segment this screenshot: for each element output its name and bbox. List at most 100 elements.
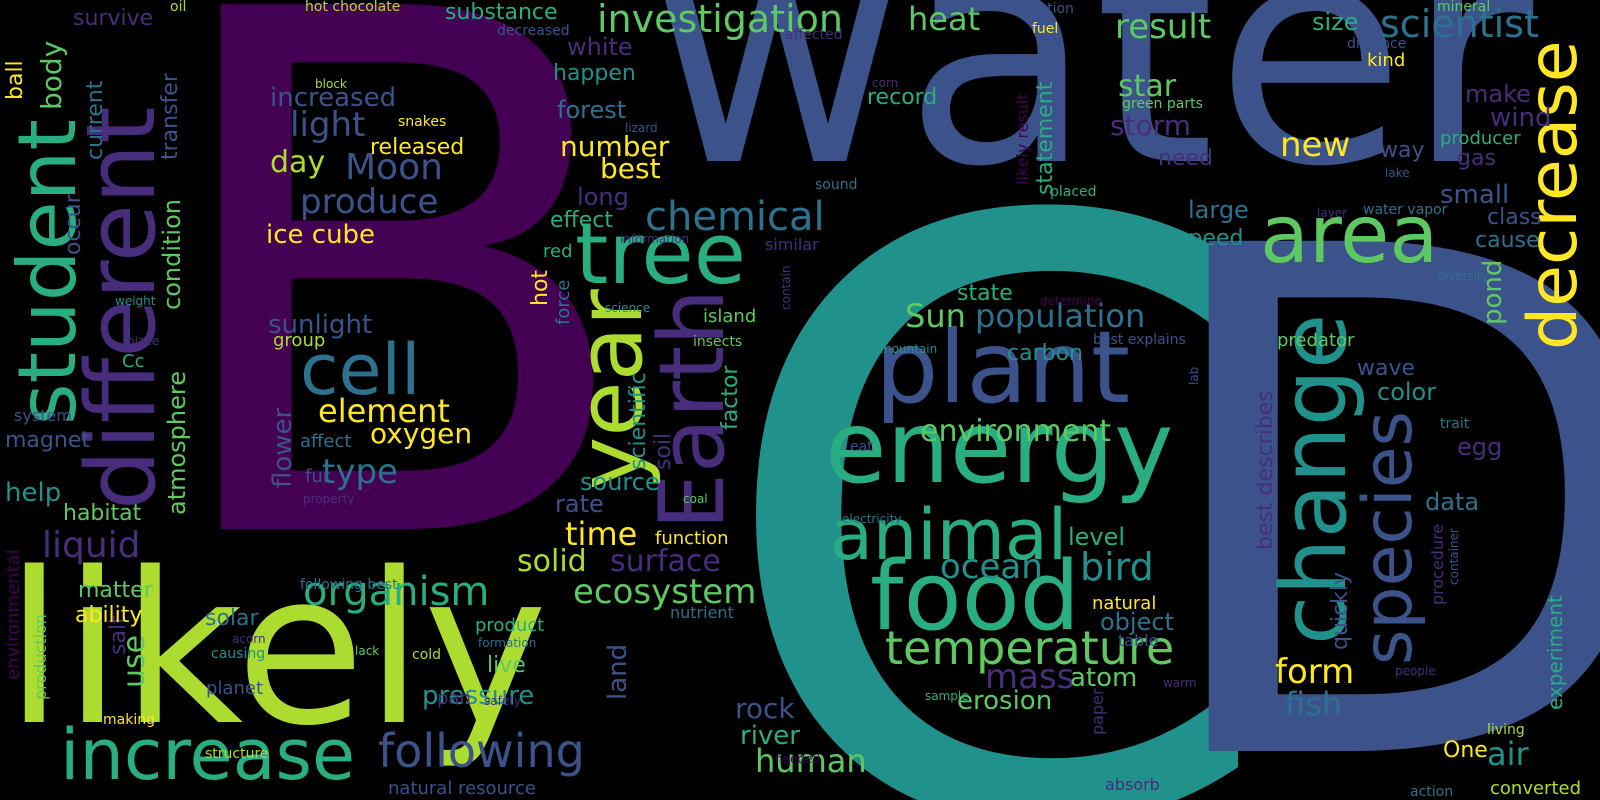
word-forest: forest [557,96,627,124]
word-snakes: snakes [398,114,447,130]
word-speed: speed [1177,226,1244,251]
word-needed: needed [775,752,820,766]
word-result: result [1115,7,1212,47]
word-sunlight: sunlight [268,310,373,340]
word-ice-cube: ice cube [266,220,376,250]
word-fuel: fuel [1032,21,1059,37]
word-following-best: following best [300,577,398,593]
word-source: source [580,468,660,496]
word-causing: causing [211,646,266,662]
word-scientific: scientific [626,372,651,470]
word-product: product [475,615,545,636]
word-kind: kind [1367,50,1406,71]
word-land: land [603,643,633,700]
word-corn: corn [872,76,899,90]
word-fish: fish [1285,685,1343,723]
word-food: food [870,542,1080,652]
word-water: water [650,0,1534,235]
word-surface: surface [610,544,721,579]
word-day: day [270,145,326,180]
word-electricity: electricity [842,512,902,526]
word-species: species [1349,411,1428,665]
word-cold: cold [412,647,442,663]
word-chemical: chemical [645,194,825,240]
word-mountain: mountain [880,342,938,356]
word-safety: safety [484,694,522,708]
word-absorb: absorb [1105,775,1160,794]
word-produce: produce [300,182,439,222]
word-hot: hot [528,269,553,306]
word-liquid: liquid [42,525,141,566]
word-natural: natural [1092,593,1157,614]
word-force: force [553,279,574,325]
word-color: color [1377,378,1437,406]
word-condition: condition [158,199,186,310]
word-distance: distance [1347,36,1407,52]
word-experiment: experiment [1543,595,1567,710]
word-released: released [370,135,465,160]
word-number: number [560,130,670,163]
word-layer: layer [1317,206,1348,220]
word-similar: similar [765,235,819,254]
word-new: new [1280,125,1351,165]
word-placed: placed [1050,184,1097,200]
word-likely-result: likely result [1013,93,1032,185]
word-eat: eat [850,439,873,455]
word-predator: predator [1277,330,1355,351]
word-help: help [5,478,62,508]
word-characteristic: characteristic [1568,533,1592,670]
word-lizard: lizard [625,121,658,135]
word-matter: matter [78,578,153,603]
word-island: island [703,306,757,327]
word-lake: lake [1385,166,1410,180]
word-large: large [1188,196,1249,224]
word-lack: lack [355,644,380,658]
word-mass: mass [985,657,1075,697]
word-record: record [867,85,938,110]
word-Sun: Sun [905,297,966,335]
word-white: white [567,33,633,61]
word-small: small [1440,180,1510,210]
word-making: making [103,712,155,728]
word-soil: soil [651,432,676,470]
word-green-parts: green parts [1122,96,1203,112]
word-information: information [620,232,690,246]
word-bird: bird [1080,545,1154,589]
word-diversity: diversity [1437,269,1489,283]
word-likely: likely [5,527,548,772]
word-happen: happen [553,61,636,86]
word-warm: warm [1163,676,1197,690]
word-rock: rock [735,692,795,725]
word-animal: animal [830,494,1068,576]
word-lab: lab [1187,366,1201,385]
word-make: make [1465,80,1531,108]
word-trait: trait [1440,416,1470,432]
word-atmosphere: atmosphere [163,371,191,515]
word-oxygen: oxygen [370,417,473,450]
word-size: size [1312,8,1359,36]
word-student: student [1,119,94,425]
word-affect: affect [300,431,352,452]
word-hot-chocolate: hot chocolate [305,0,401,15]
word-class: class [1487,205,1542,230]
word-effect: effect [550,208,613,233]
word-property: property [303,492,355,506]
word-ability: ability [75,603,143,628]
word-red: red [543,241,573,262]
word-light: light [290,105,366,145]
word-gas: gas [1457,146,1496,171]
word-function: function [655,528,729,549]
word-need: need [1158,146,1213,171]
word-ball: ball [3,60,28,100]
word-C: C [710,53,1283,800]
word-storm: storm [1110,109,1191,142]
word-heat: heat [908,0,981,38]
word-occur: occur [61,194,86,255]
word-star: star [1118,69,1177,104]
word-wave: wave [1357,356,1416,381]
word-solar: solar [205,606,259,631]
word-insects: insects [693,334,743,350]
word-increased: increased [270,83,397,113]
word-factor: factor [718,365,743,430]
word-time: time [565,515,638,553]
